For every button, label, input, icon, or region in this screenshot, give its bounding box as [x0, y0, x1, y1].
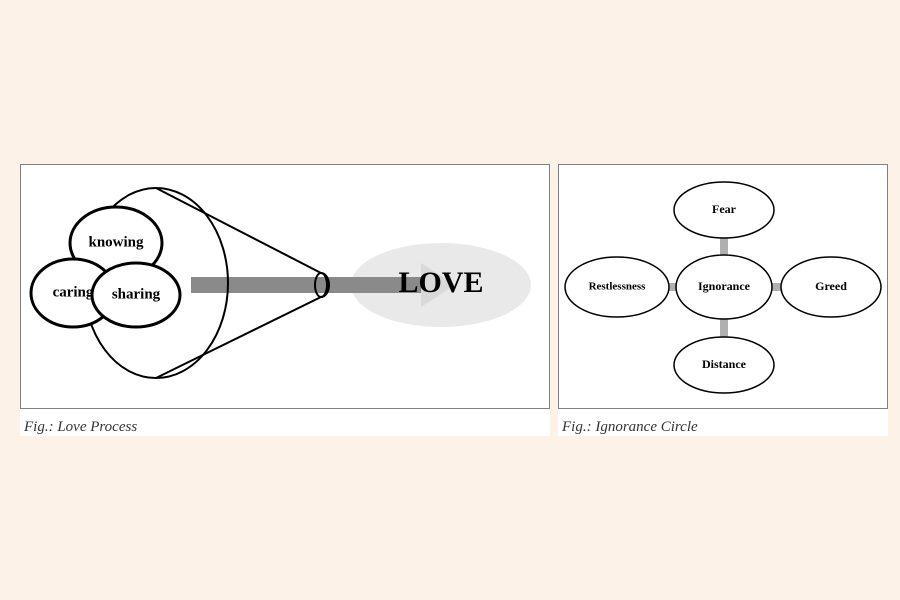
right-caption: Fig.: Ignorance Circle [558, 419, 888, 436]
ignorance-circle-diagram: Ignorance Fear Distance Restlessness Greed [558, 164, 888, 409]
nodes-group: Ignorance Fear Distance Restlessness Greed [565, 182, 881, 393]
node-label: Ignorance [698, 279, 751, 293]
left-caption: Fig.: Love Process [20, 419, 550, 436]
node-label: Fear [712, 202, 737, 216]
output-label: LOVE [398, 266, 483, 299]
input-label: knowing [88, 234, 144, 250]
diagram-container: knowing caring sharing LOVE Fig.: Love Pro… [10, 164, 890, 436]
node-label: Restlessness [589, 281, 647, 293]
input-label: caring [53, 284, 94, 300]
left-panel: knowing caring sharing LOVE Fig.: Love Pro… [20, 164, 550, 436]
right-panel: Ignorance Fear Distance Restlessness Greed F… [558, 164, 888, 436]
input-label: sharing [112, 286, 161, 302]
node-label: Distance [702, 357, 747, 371]
input-circles-group: knowing caring sharing [31, 207, 180, 327]
ignorance-svg: Ignorance Fear Distance Restlessness Greed [559, 165, 887, 408]
love-process-svg: knowing caring sharing LOVE [21, 165, 549, 408]
node-label: Greed [815, 279, 847, 293]
love-process-diagram: knowing caring sharing LOVE [20, 164, 550, 409]
